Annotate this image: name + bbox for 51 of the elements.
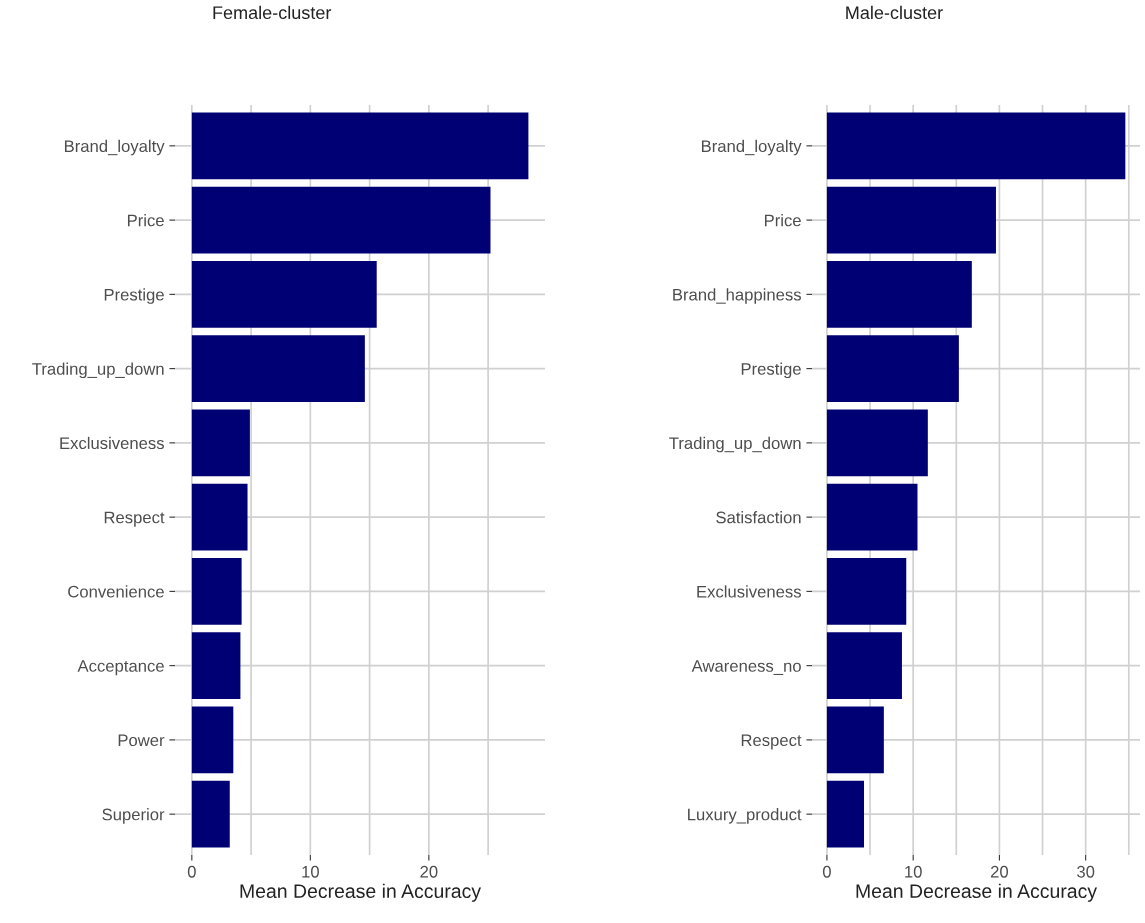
y-tick-label: Respect (104, 511, 165, 527)
bar (826, 112, 1126, 180)
bar (191, 483, 248, 551)
bar (826, 557, 907, 625)
bar (826, 409, 928, 477)
x-tick-label: 0 (822, 865, 831, 878)
y-tick-label: Trading_up_down (32, 362, 164, 379)
y-tick-label: Power (118, 734, 165, 747)
bar (191, 706, 234, 774)
bar (826, 186, 996, 254)
bar (826, 780, 865, 848)
y-tick-label: Luxury_product (688, 808, 802, 824)
bar (191, 632, 241, 700)
x-tick-label: 10 (905, 865, 922, 878)
y-tick-label: Satisfaction (716, 511, 801, 524)
x-axis-title: Mean Decrease in Accuracy (856, 883, 1098, 902)
bar (191, 335, 365, 403)
chart-title: Male-cluster (846, 5, 943, 20)
x-tick-label: 10 (302, 865, 319, 878)
y-tick-label: Prestige (741, 362, 801, 379)
y-tick-label: Brand_loyalty (64, 139, 165, 156)
y-tick-label: Price (127, 214, 164, 227)
bar (191, 186, 491, 254)
bar (826, 335, 959, 403)
y-tick-label: Acceptance (77, 660, 164, 676)
x-tick-label: 20 (420, 865, 438, 878)
bar (191, 112, 529, 180)
y-tick-label: Superior (102, 808, 165, 824)
y-tick-label: Price (764, 214, 801, 227)
x-axis-title: Mean Decrease in Accuracy (240, 883, 482, 902)
y-tick-label: Brand_happiness (673, 288, 801, 304)
bar (826, 632, 902, 700)
x-tick-label: 20 (990, 865, 1009, 878)
y-tick-label: Respect (741, 734, 802, 750)
y-tick-label: Prestige (104, 288, 164, 304)
bar (191, 780, 230, 848)
bar (826, 260, 972, 328)
y-tick-label: Awareness_no (691, 660, 801, 675)
y-tick-label: Convenience (68, 585, 164, 598)
y-tick-label: Trading_up_down (669, 436, 801, 453)
bar (191, 557, 242, 625)
chart-title: Female-cluster (213, 5, 332, 20)
bar (191, 260, 377, 328)
bar (826, 483, 918, 551)
y-tick-label: Exclusiveness (697, 585, 801, 598)
y-tick-label: Brand_loyalty (701, 139, 802, 156)
bar (826, 706, 884, 774)
x-tick-label: 0 (187, 865, 196, 878)
bar (191, 409, 250, 477)
y-tick-label: Exclusiveness (60, 436, 164, 450)
x-tick-label: 30 (1077, 865, 1095, 878)
